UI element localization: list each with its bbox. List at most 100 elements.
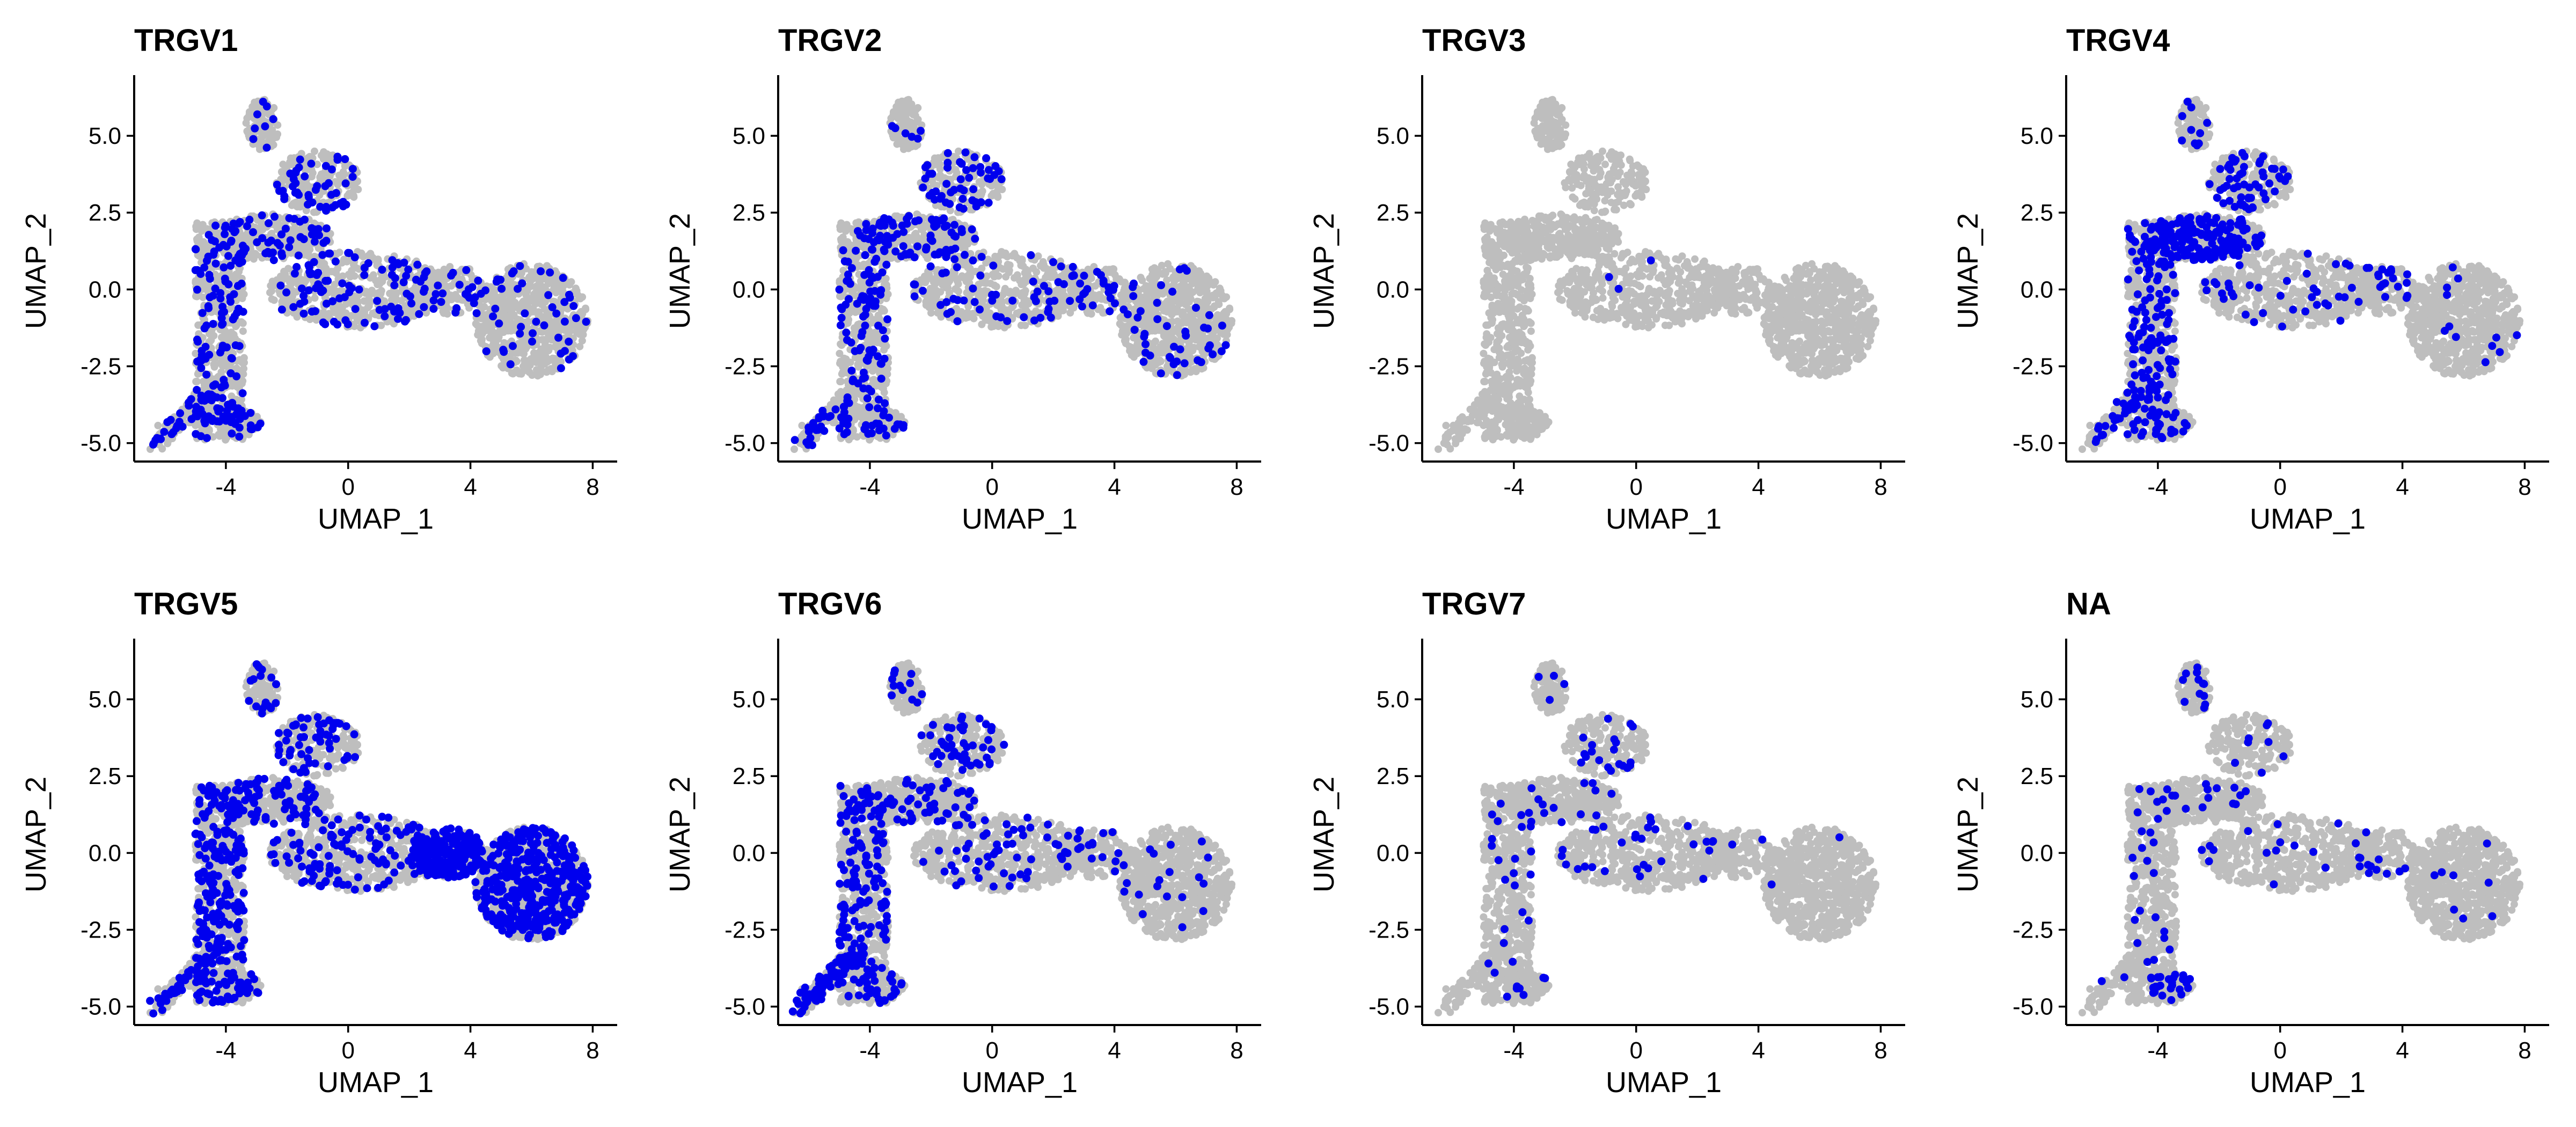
highlight-point — [341, 179, 350, 188]
highlight-point — [415, 310, 423, 318]
y-tick-label: 5.0 — [89, 123, 121, 149]
highlight-point — [422, 267, 431, 276]
highlight-point — [331, 257, 340, 266]
highlight-point — [351, 305, 360, 313]
highlight-point — [361, 318, 369, 327]
highlight-point — [275, 241, 284, 250]
highlight-point — [235, 433, 244, 441]
cell-point — [876, 315, 884, 323]
cell-point — [268, 295, 276, 303]
panel-title: TRGV2 — [778, 23, 882, 58]
cell-point — [905, 120, 913, 128]
highlight-point — [249, 135, 258, 143]
highlight-point — [294, 251, 303, 260]
highlight-point — [326, 249, 334, 258]
highlight-point — [285, 243, 294, 251]
highlight-point — [277, 249, 286, 258]
highlight-point — [193, 286, 201, 294]
highlight-point — [234, 404, 243, 413]
cell-point — [288, 201, 296, 209]
highlight-point — [344, 248, 353, 257]
highlight-point — [407, 299, 416, 308]
highlight-point — [282, 288, 291, 297]
cell-point — [960, 311, 968, 319]
highlight-point — [348, 165, 357, 173]
cell-point — [213, 277, 221, 285]
highlight-point — [191, 266, 200, 274]
highlight-point — [197, 364, 206, 372]
highlight-point — [281, 224, 290, 233]
highlight-point — [491, 304, 500, 313]
highlight-point — [206, 293, 214, 302]
cell-point — [1039, 258, 1047, 266]
cell-point — [279, 274, 287, 282]
highlight-point — [197, 347, 206, 355]
highlight-point — [360, 271, 369, 280]
cell-point — [572, 284, 580, 292]
highlight-point — [499, 346, 508, 354]
cell-point — [578, 336, 586, 345]
cell-point — [508, 313, 516, 321]
cell-point — [250, 255, 258, 263]
highlight-point — [474, 276, 482, 285]
highlight-point — [276, 281, 285, 290]
highlight-point — [304, 191, 313, 199]
highlight-point — [193, 386, 201, 394]
highlight-point — [228, 399, 237, 407]
highlight-point — [269, 256, 278, 265]
cell-point — [229, 245, 237, 253]
highlight-point — [569, 302, 578, 310]
cell-point — [357, 311, 365, 319]
highlight-point — [406, 292, 414, 301]
highlight-point — [529, 329, 537, 338]
highlight-point — [370, 322, 379, 331]
cell-point — [346, 273, 354, 281]
cell-point — [527, 282, 535, 290]
cell-point — [927, 309, 935, 317]
highlight-point — [202, 370, 211, 379]
highlight-point — [296, 299, 304, 308]
cell-point — [1034, 252, 1042, 260]
cell-point — [192, 378, 200, 385]
cell-point — [791, 445, 798, 453]
cell-point — [931, 154, 939, 162]
cell-point — [158, 445, 166, 453]
highlight-point — [455, 281, 464, 289]
cell-point — [548, 368, 556, 376]
cell-point — [500, 311, 508, 319]
cell-point — [964, 234, 972, 242]
highlight-point — [221, 277, 230, 286]
cell-point — [841, 227, 850, 235]
cell-point — [894, 114, 902, 122]
cell-point — [861, 412, 869, 420]
cell-point — [854, 361, 862, 369]
cell-point — [288, 160, 296, 169]
highlight-point — [394, 314, 402, 323]
cell-point — [352, 264, 360, 272]
highlight-point — [299, 309, 308, 318]
highlight-point — [516, 262, 524, 270]
highlight-point — [521, 309, 529, 318]
highlight-point — [299, 291, 308, 300]
cell-point — [496, 330, 504, 338]
cell-point — [1058, 293, 1066, 301]
cell-point — [541, 312, 550, 320]
highlight-point — [192, 245, 200, 254]
highlight-point — [340, 293, 349, 302]
highlight-point — [532, 318, 540, 326]
cell-point — [520, 350, 528, 358]
cell-point — [348, 312, 356, 320]
cell-point — [996, 264, 1004, 272]
highlight-point — [437, 298, 445, 306]
cell-point — [525, 274, 532, 282]
highlight-point — [253, 238, 261, 246]
highlight-point — [472, 309, 481, 318]
cell-point — [1137, 274, 1145, 281]
highlight-point — [246, 408, 255, 417]
highlight-point — [213, 404, 222, 413]
highlight-point — [420, 303, 428, 311]
cell-point — [1004, 260, 1012, 268]
cell-point — [1011, 250, 1019, 258]
